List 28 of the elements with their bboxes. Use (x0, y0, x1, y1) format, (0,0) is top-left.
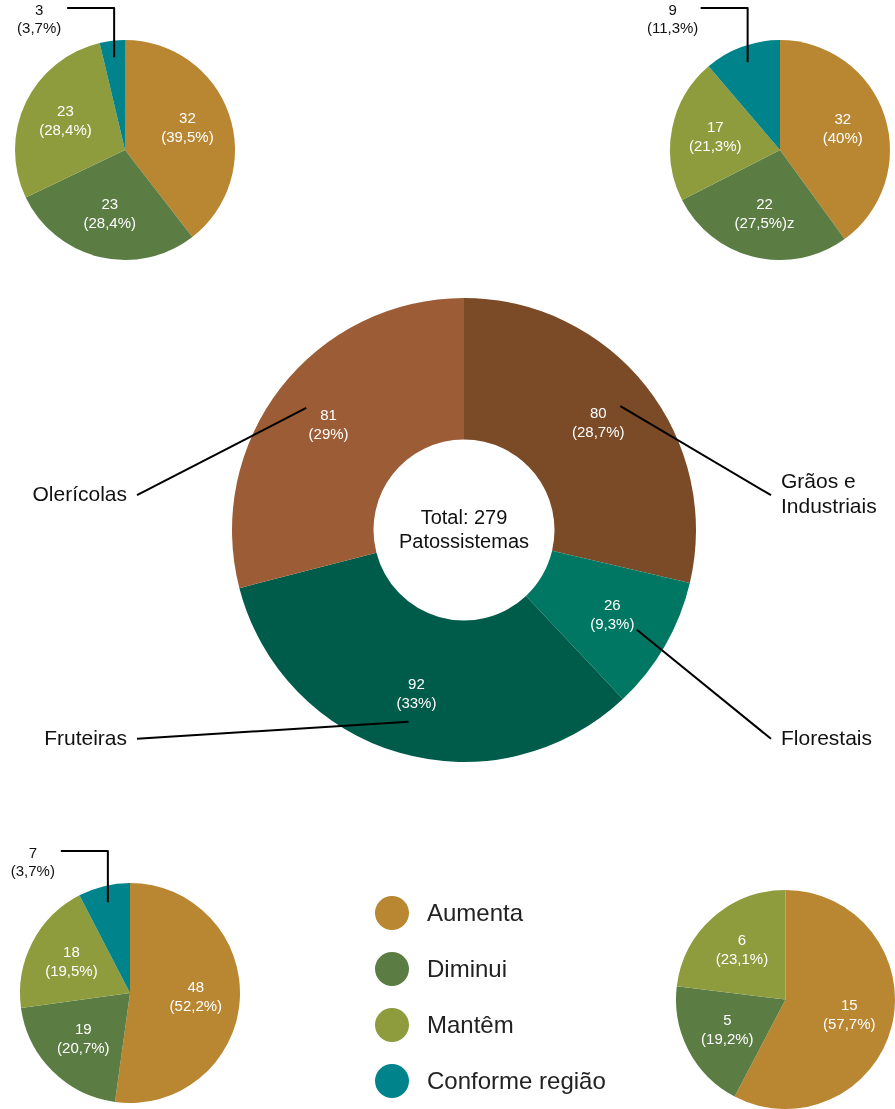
data-label: 3 (3,7%) (17, 1, 62, 37)
data-label: 22 (27,5%)z (734, 194, 795, 231)
data-label: 23 (28,4%) (39, 102, 92, 139)
legend-label: Conforme região (427, 1067, 606, 1095)
slice-label: Fruteiras (44, 725, 127, 749)
data-label: 15 (57,7%) (823, 995, 876, 1032)
data-label: 26 (9,3%) (590, 596, 635, 633)
data-label: 48 (52,2%) (169, 978, 223, 1015)
slice-label: Grãos e Industriais (781, 469, 877, 518)
slice-label: Olerícolas (32, 482, 127, 505)
slice-label: Florestais (781, 725, 873, 749)
data-label: 9 (11,3%) (646, 1, 699, 37)
legend-label: Aumenta (427, 899, 524, 927)
legend-label: Mantêm (427, 1011, 514, 1039)
data-label: 18 (19,5%) (45, 943, 98, 980)
data-label: 23 (28,4%) (83, 194, 137, 231)
legend-label: Diminui (427, 955, 508, 983)
data-label: 5 (19,2%) (701, 1010, 754, 1047)
data-label: 92 (33%) (396, 675, 437, 712)
data-label: 32 (39,5%) (161, 109, 214, 146)
data-label: 6 (23,1%) (715, 930, 769, 967)
data-label: 32 (40%) (822, 110, 863, 147)
data-label: 19 (20,7%) (57, 1020, 110, 1057)
data-label: 7 (3,7%) (10, 844, 55, 880)
data-label: 80 (28,7%) (571, 404, 625, 441)
data-label: 81 (29%) (308, 405, 349, 442)
text: Total: 279 Patossistemas (398, 505, 530, 552)
data-label: 17 (21,3%) (689, 117, 742, 154)
